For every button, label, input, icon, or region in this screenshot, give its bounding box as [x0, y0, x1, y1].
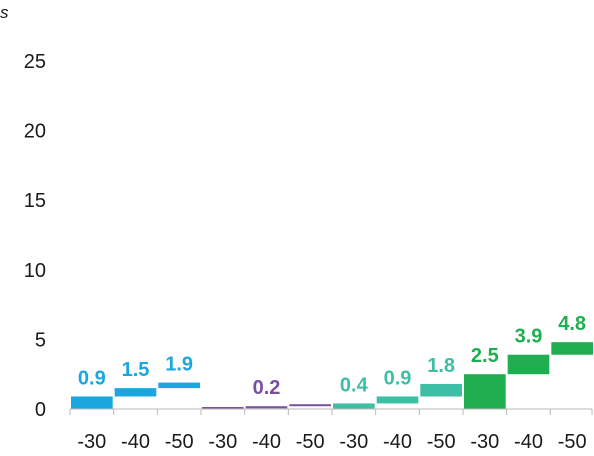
x-tick-label: -30	[339, 431, 368, 453]
x-tick-label: -30	[77, 431, 106, 453]
bar	[245, 406, 288, 409]
x-tick-label: -50	[165, 431, 194, 453]
x-tick-label: -40	[121, 431, 150, 453]
y-tick-label: 5	[35, 329, 46, 351]
x-tick-label: -40	[252, 431, 281, 453]
data-label: 1.9	[165, 354, 193, 376]
bar	[507, 354, 550, 375]
data-label: 0.9	[78, 367, 106, 389]
bar	[114, 388, 157, 397]
bars	[71, 342, 593, 409]
bar	[202, 407, 244, 409]
data-label: 4.8	[558, 313, 586, 335]
data-label: 1.8	[427, 355, 455, 377]
corner-label: s	[0, 3, 9, 22]
data-label: 3.9	[515, 326, 543, 348]
bar	[71, 396, 113, 409]
bar	[464, 374, 506, 409]
data-label: 0.2	[253, 377, 281, 399]
x-axis: -30 -40 -50 -30 -40 -50 -30 -40 -50 -30 -40 -50	[69, 408, 593, 453]
data-label: 1.5	[122, 359, 150, 381]
y-tick-label: 10	[24, 260, 46, 282]
bar	[551, 342, 593, 355]
y-axis: 0 5 10 15 20 25	[24, 51, 46, 421]
data-label: 0.4	[340, 374, 369, 396]
y-tick-label: 20	[24, 121, 46, 143]
bar	[158, 382, 200, 389]
y-tick-label: 25	[24, 51, 46, 73]
x-tick-label: -50	[427, 431, 456, 453]
x-tick-label: -30	[208, 431, 237, 453]
data-label: 2.5	[471, 345, 499, 367]
x-tick-label: -50	[558, 431, 587, 453]
y-tick-label: 0	[35, 399, 46, 421]
x-tick-label: -50	[296, 431, 325, 453]
x-tick-label: -40	[514, 431, 543, 453]
bar	[333, 403, 375, 409]
y-tick-label: 15	[24, 190, 46, 212]
data-label: 0.9	[384, 367, 412, 389]
bar	[376, 396, 419, 404]
data-labels: 0.9 1.5 1.9 0.2 0.4 0.9 1.8 2.5 3.9 4.8	[78, 313, 586, 399]
x-tick-label: -30	[470, 431, 499, 453]
x-tick-label: -40	[383, 431, 412, 453]
bar	[420, 383, 462, 397]
bar	[289, 404, 331, 407]
